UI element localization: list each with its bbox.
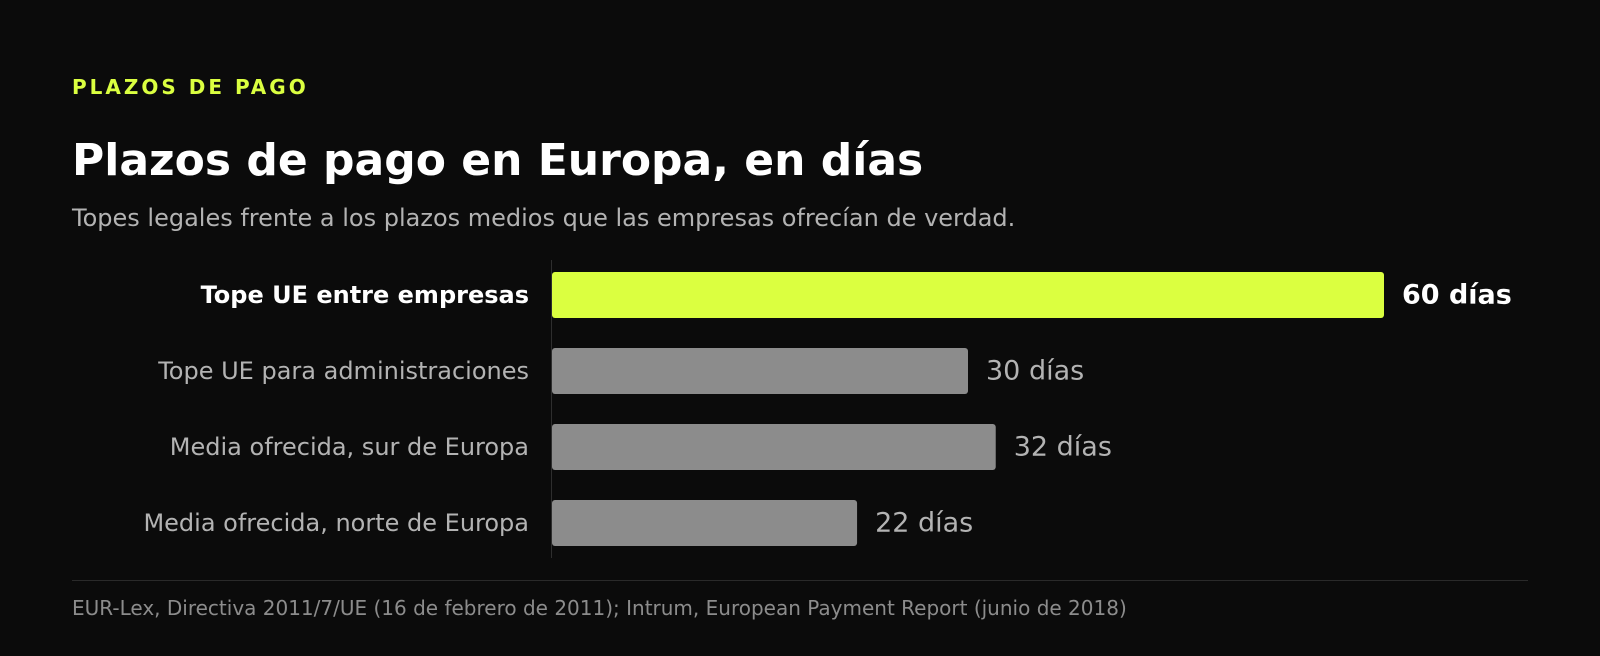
category-label: Tope UE entre empresas	[201, 281, 529, 309]
value-label: 22 días	[875, 508, 973, 539]
bar	[552, 348, 968, 394]
value-label: 32 días	[1014, 432, 1112, 463]
category-label: Tope UE para administraciones	[157, 357, 529, 385]
bar	[552, 500, 858, 546]
bar	[552, 272, 1384, 318]
bar	[552, 424, 996, 470]
chart-subtitle: Topes legales frente a los plazos medios…	[72, 204, 1016, 232]
chart-title: Plazos de pago en Europa, en días	[72, 135, 924, 186]
value-label: 30 días	[986, 356, 1084, 387]
footer-divider	[72, 580, 1528, 581]
value-label: 60 días	[1402, 280, 1512, 311]
category-label: Media ofrecida, sur de Europa	[170, 433, 529, 461]
category-label: Media ofrecida, norte de Europa	[143, 509, 529, 537]
chart-eyebrow: PLAZOS DE PAGO	[72, 75, 309, 99]
source-note: EUR-Lex, Directiva 2011/7/UE (16 de febr…	[72, 596, 1127, 620]
